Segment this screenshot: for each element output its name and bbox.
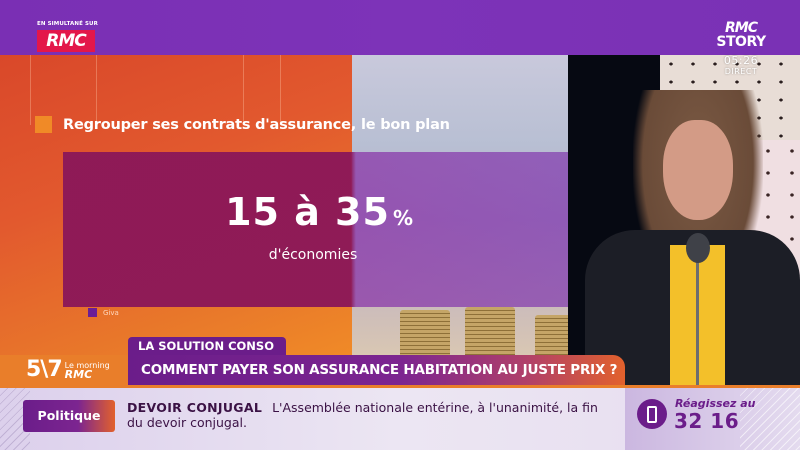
ticker-keyword: DEVOIR CONJUGAL bbox=[127, 400, 263, 415]
bullet-square-icon bbox=[35, 116, 52, 133]
coin-stack bbox=[465, 307, 515, 355]
show-number: 5\7 bbox=[26, 357, 63, 382]
ticker-headline: DEVOIR CONJUGAL L'Assemblée nationale ent… bbox=[127, 400, 617, 430]
presenter bbox=[575, 90, 800, 400]
clock-time: 05:26 bbox=[723, 54, 759, 67]
live-label: DIRECT bbox=[724, 67, 758, 76]
stat-caption: d'économies bbox=[268, 247, 358, 263]
stat-value: 15 à 35% bbox=[63, 190, 413, 234]
lower-third-accent bbox=[0, 355, 128, 385]
logo-line-1: RMC bbox=[725, 20, 758, 36]
stat-number: 15 à 35 bbox=[225, 190, 390, 234]
coin-stack bbox=[535, 315, 568, 355]
section-tag: LA SOLUTION CONSO bbox=[128, 337, 286, 356]
coin-stack bbox=[400, 310, 450, 355]
presenter-face bbox=[663, 120, 733, 220]
source-text: Giva bbox=[103, 308, 119, 317]
news-ticker: Politique DEVOIR CONJUGAL L'Assemblée nat… bbox=[0, 385, 800, 450]
decor-stripes bbox=[740, 388, 800, 450]
decor-line bbox=[96, 55, 97, 125]
show-logo: 5\7 Le morning RMC bbox=[26, 357, 110, 382]
rmc-story-logo: RMC STORY bbox=[715, 20, 767, 50]
ticker-text: L'Assemblée nationale entérine, à l'unan… bbox=[127, 400, 598, 430]
rmc-logo: RMC bbox=[37, 30, 95, 52]
segment-title: COMMENT PAYER SON ASSURANCE HABITATION A… bbox=[128, 355, 625, 385]
react-label: Réagissez au bbox=[675, 397, 756, 410]
show-name: Le morning RMC bbox=[64, 360, 110, 381]
show-name-bottom: RMC bbox=[64, 367, 93, 381]
decor-line bbox=[280, 55, 281, 125]
source-credit: Giva bbox=[88, 308, 119, 317]
top-bar: EN SIMULTANÉ SUR RMC RMC STORY bbox=[0, 0, 800, 55]
graphic-headline: Regrouper ses contrats d'assurance, le b… bbox=[35, 116, 450, 133]
logo-line-2: STORY bbox=[716, 34, 766, 50]
phone-glyph bbox=[647, 405, 657, 423]
headline-text: Regrouper ses contrats d'assurance, le b… bbox=[63, 116, 450, 133]
decor-line bbox=[243, 55, 244, 125]
ticker-category: Politique bbox=[23, 400, 115, 432]
microphone-icon bbox=[686, 233, 710, 263]
source-square-icon bbox=[88, 308, 97, 317]
decor-line bbox=[30, 55, 31, 125]
react-callout: Réagissez au 32 16 bbox=[625, 388, 800, 450]
microphone-stand bbox=[696, 255, 699, 395]
stat-unit: % bbox=[392, 206, 413, 230]
phone-icon bbox=[637, 399, 667, 429]
broadcast-clock: 05:26 DIRECT bbox=[715, 55, 767, 77]
react-number: 32 16 bbox=[674, 409, 740, 433]
stat-box: 15 à 35% d'économies bbox=[63, 152, 568, 307]
simulcast-label: EN SIMULTANÉ SUR bbox=[37, 21, 98, 27]
show-name-top: Le morning bbox=[64, 360, 110, 370]
